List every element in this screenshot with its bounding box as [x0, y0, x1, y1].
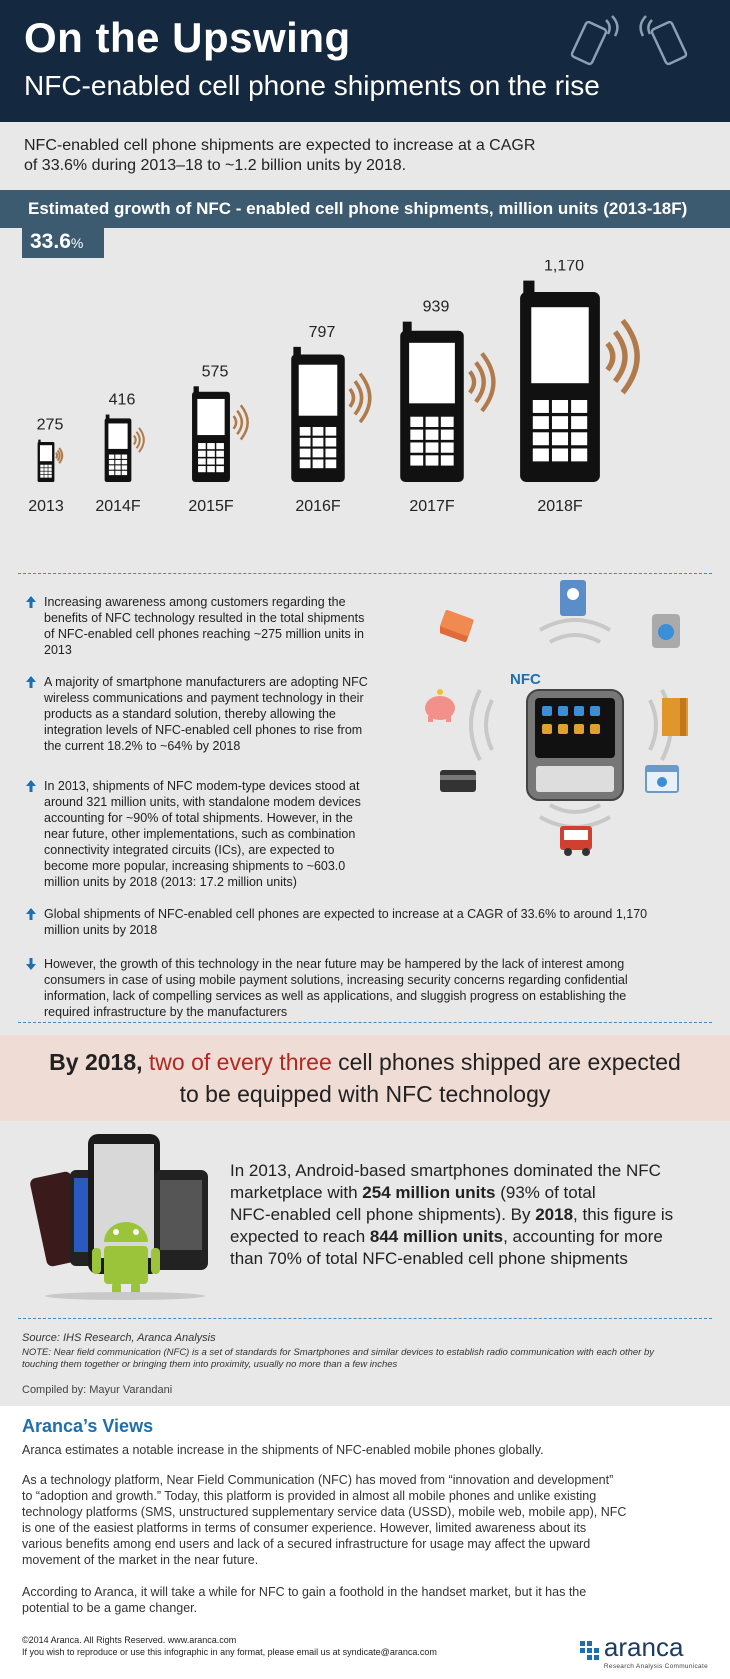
phone-bar-2014F: [104, 414, 145, 482]
android-line-2: marketplace with 254 million units (93% …: [230, 1183, 596, 1202]
value-label-2016F: 797: [309, 324, 336, 341]
finding-text: In 2013, shipments of NFC modem-type dev…: [44, 779, 361, 889]
android-line-5: than 70% of total NFC-enabled cell phone…: [230, 1249, 628, 1268]
shipments-chart: 275 2013 416 2014F 575 2015F 797 2016F 939 2017F 1…: [28, 260, 640, 515]
value-label-2014F: 416: [109, 392, 136, 409]
android-paragraph: In 2013, Android-based smartphones domin…: [230, 1160, 700, 1270]
phone-bar-2015F: [192, 386, 249, 482]
cagr-value: 33.6: [30, 230, 71, 253]
callout-line-2: to be equipped with NFC technology: [179, 1081, 551, 1107]
page-title: On the Upswing: [24, 14, 351, 61]
usb-key-icon: [652, 614, 680, 648]
views-paragraph-2: As a technology platform, Near Field Com…: [22, 1473, 627, 1567]
tickets-icon: [440, 609, 474, 643]
category-label-2016F: 2016F: [295, 498, 341, 515]
phone-bar-2018F: [520, 280, 640, 482]
callout-line-1: By 2018, two of every three cell phones …: [0, 1049, 730, 1076]
truck-icon: [560, 826, 592, 856]
copyright-text: ©2014 Aranca. All Rights Reserved. www.a…: [22, 1635, 237, 1645]
aranca-views-section: Aranca’s Views Aranca estimates a notabl…: [0, 1406, 730, 1679]
divider: [18, 573, 712, 574]
intro-line-2: of 33.6% during 2013–18 to ~1.2 billion …: [24, 157, 407, 174]
vibrating-phones-icon: [570, 15, 688, 66]
android-line-1: In 2013, Android-based smartphones domin…: [230, 1161, 661, 1180]
callout-rest: cell phones shipped are expected: [338, 1049, 681, 1075]
arrow-up-icon: [26, 908, 36, 920]
category-label-2015F: 2015F: [188, 498, 234, 515]
chart-title: Estimated growth of NFC - enabled cell p…: [0, 190, 730, 228]
views-paragraph-1: Aranca estimates a notable increase in t…: [22, 1443, 544, 1457]
browser-window-icon: [645, 765, 679, 793]
source-block: Source: IHS Research, Aranca Analysis NO…: [22, 1332, 712, 1371]
nfc-label: NFC: [510, 671, 541, 688]
callout-bold: By 2018,: [49, 1049, 143, 1075]
category-label-2014F: 2014F: [95, 498, 141, 515]
logo-tagline: Research Analysis Communicate: [603, 1663, 708, 1670]
arrow-up-icon: [26, 780, 36, 792]
aranca-logo[interactable]: aranca Research Analysis Communicate: [579, 1632, 708, 1670]
intro-text: NFC-enabled cell phone shipments are exp…: [24, 136, 664, 176]
reproduce-text: If you wish to reproduce or use this inf…: [22, 1647, 437, 1657]
id-badge-icon: [560, 580, 586, 616]
value-label-2018F: 1,170: [544, 260, 584, 275]
arrow-up-icon: [26, 596, 36, 608]
category-label-2018F: 2018F: [537, 498, 583, 515]
finding-text: However, the growth of this technology i…: [44, 957, 628, 1019]
phone-bar-2013: [37, 439, 64, 482]
android-line-4: expected to reach 844 million units, acc…: [230, 1227, 663, 1246]
arrow-down-icon: [26, 958, 36, 970]
category-label-2013: 2013: [28, 498, 64, 515]
divider: [18, 1022, 712, 1023]
aranca-logo-icon: [579, 1641, 599, 1660]
nfc-ecosystem-graphic: NFC: [440, 580, 688, 856]
door-icon: [662, 698, 688, 736]
value-label-2017F: 939: [423, 299, 450, 316]
credit-card-icon: [440, 770, 476, 792]
page-subtitle: NFC-enabled cell phone shipments on the …: [24, 70, 600, 101]
intro-line-1: NFC-enabled cell phone shipments are exp…: [24, 137, 536, 154]
phone-bar-2016F: [291, 346, 372, 482]
source-text: Source: IHS Research, Aranca Analysis: [22, 1332, 216, 1344]
logo-text: aranca: [603, 1632, 684, 1662]
piggy-bank-graphic: [425, 689, 455, 722]
phone-bar-2017F: [400, 321, 496, 482]
source-note: NOTE: Near field communication (NFC) is …: [22, 1347, 655, 1370]
value-label-2013: 275: [37, 417, 64, 434]
views-paragraph-3: According to Aranca, it will take a whil…: [22, 1585, 587, 1615]
android-phones-graphic: [30, 1134, 208, 1300]
category-label-2017F: 2017F: [409, 498, 455, 515]
finding-text: Increasing awareness among customers reg…: [44, 595, 365, 657]
smartphone-icon: [526, 689, 624, 801]
android-line-3: NFC-enabled cell phone shipments). By 20…: [230, 1205, 674, 1224]
cagr-unit: %: [70, 235, 84, 251]
callout-banner: By 2018, two of every three cell phones …: [0, 1035, 730, 1121]
value-label-2015F: 575: [202, 363, 229, 380]
callout-highlight: two of every three: [148, 1049, 332, 1075]
compiled-by: Compiled by: Mayur Varandani: [22, 1384, 173, 1396]
arrow-up-icon: [26, 676, 36, 688]
cagr-badge: 33.6%: [22, 226, 104, 258]
divider: [18, 1318, 712, 1319]
finding-text: A majority of smartphone manufacturers a…: [44, 675, 368, 753]
views-title: Aranca’s Views: [22, 1416, 154, 1436]
footer-copyright: ©2014 Aranca. All Rights Reserved. www.a…: [22, 1634, 437, 1658]
header: On the Upswing NFC-enabled cell phone sh…: [0, 0, 730, 122]
finding-text: Global shipments of NFC-enabled cell pho…: [44, 907, 648, 937]
